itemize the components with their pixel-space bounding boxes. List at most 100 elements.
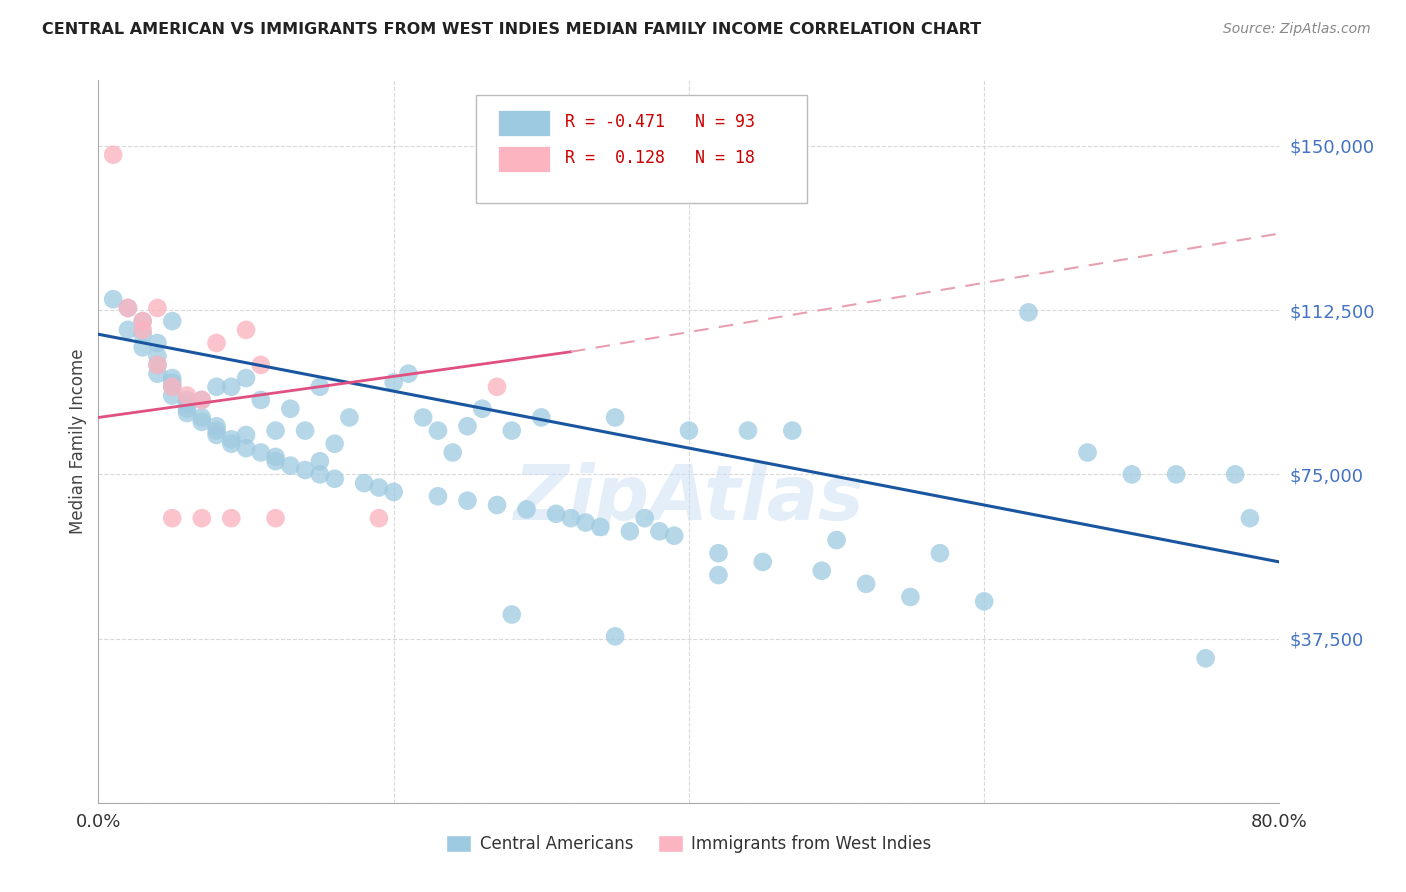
Point	[132, 327, 155, 342]
Point	[1195, 651, 1218, 665]
Point	[412, 410, 434, 425]
Point	[560, 511, 582, 525]
Point	[398, 367, 420, 381]
Point	[929, 546, 952, 560]
Point	[382, 376, 405, 390]
Point	[162, 314, 183, 328]
Point	[752, 555, 775, 569]
Text: R = -0.471   N = 93: R = -0.471 N = 93	[565, 113, 755, 131]
Point	[309, 454, 332, 468]
Point	[250, 445, 273, 459]
Point	[339, 410, 361, 425]
Text: CENTRAL AMERICAN VS IMMIGRANTS FROM WEST INDIES MEDIAN FAMILY INCOME CORRELATION: CENTRAL AMERICAN VS IMMIGRANTS FROM WEST…	[42, 22, 981, 37]
Point	[176, 406, 198, 420]
Point	[205, 428, 228, 442]
Point	[191, 410, 214, 425]
FancyBboxPatch shape	[498, 146, 550, 172]
Point	[530, 410, 553, 425]
Point	[264, 454, 287, 468]
Point	[162, 380, 183, 394]
Point	[117, 301, 139, 315]
Text: R =  0.128   N = 18: R = 0.128 N = 18	[565, 149, 755, 168]
Point	[619, 524, 641, 539]
Point	[176, 397, 198, 411]
Point	[707, 546, 730, 560]
Point	[294, 463, 316, 477]
Point	[605, 629, 627, 643]
Point	[162, 371, 183, 385]
Point	[678, 424, 700, 438]
Point	[132, 340, 155, 354]
Point	[103, 147, 125, 161]
Point	[264, 424, 287, 438]
Point	[146, 301, 169, 315]
Point	[221, 436, 243, 450]
Point	[191, 511, 214, 525]
Point	[353, 476, 375, 491]
Point	[1166, 467, 1188, 482]
Point	[103, 292, 125, 306]
Point	[117, 301, 139, 315]
Point	[191, 415, 214, 429]
Point	[132, 314, 155, 328]
Point	[235, 428, 257, 442]
Point	[427, 424, 450, 438]
Point	[427, 489, 450, 503]
Text: ZipAtlas: ZipAtlas	[513, 462, 865, 536]
Point	[707, 568, 730, 582]
Point	[132, 323, 155, 337]
Point	[501, 607, 523, 622]
Point	[176, 388, 198, 402]
Point	[855, 577, 877, 591]
Point	[486, 380, 509, 394]
Point	[1121, 467, 1143, 482]
Point	[782, 424, 804, 438]
Point	[146, 349, 169, 363]
Point	[132, 314, 155, 328]
Point	[900, 590, 922, 604]
Point	[221, 511, 243, 525]
Point	[575, 516, 598, 530]
Legend: Central Americans, Immigrants from West Indies: Central Americans, Immigrants from West …	[440, 828, 938, 860]
Point	[117, 323, 139, 337]
Point	[280, 458, 302, 473]
Point	[176, 401, 198, 416]
Point	[486, 498, 509, 512]
Point	[737, 424, 759, 438]
Point	[146, 358, 169, 372]
Point	[264, 511, 287, 525]
Point	[162, 380, 183, 394]
Point	[546, 507, 568, 521]
Point	[634, 511, 657, 525]
Point	[1018, 305, 1040, 319]
Point	[162, 388, 183, 402]
Point	[205, 336, 228, 351]
Point	[825, 533, 848, 547]
Point	[162, 376, 183, 390]
Point	[235, 441, 257, 455]
Point	[441, 445, 464, 459]
Point	[810, 564, 832, 578]
Point	[501, 424, 523, 438]
Point	[323, 472, 346, 486]
Point	[309, 380, 332, 394]
Point	[205, 424, 228, 438]
Point	[250, 392, 273, 407]
Point	[146, 358, 169, 372]
Point	[457, 493, 479, 508]
Point	[146, 367, 169, 381]
Point	[516, 502, 538, 516]
Point	[471, 401, 494, 416]
Point	[146, 336, 169, 351]
Point	[205, 419, 228, 434]
Point	[176, 392, 198, 407]
Point	[191, 392, 214, 407]
Point	[648, 524, 671, 539]
Point	[235, 323, 257, 337]
Point	[382, 484, 405, 499]
FancyBboxPatch shape	[477, 95, 807, 203]
Point	[264, 450, 287, 464]
Point	[1077, 445, 1099, 459]
Point	[664, 529, 686, 543]
Point	[280, 401, 302, 416]
